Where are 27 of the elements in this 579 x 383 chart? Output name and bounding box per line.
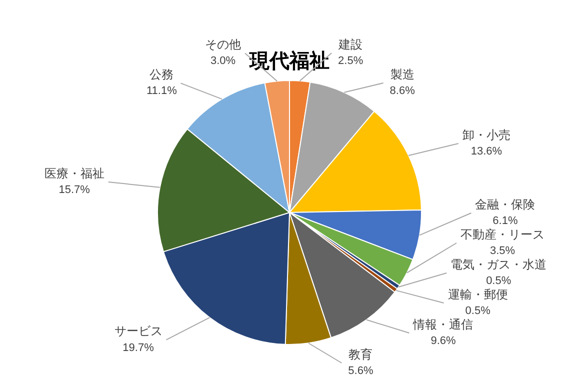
slice-label: 不動産・リース [460, 227, 544, 242]
data-label: 11.1% [146, 85, 178, 98]
slice-label: 製造 [390, 67, 414, 82]
data-label: 6.1% [492, 215, 518, 228]
slice-label: 教育 [348, 347, 373, 362]
slice-label: 医療・福祉 [44, 166, 104, 180]
data-label: 9.6% [430, 335, 456, 348]
slice-label: 金融・保険 [475, 197, 536, 212]
data-label: 0.5% [486, 275, 512, 288]
data-label: 5.6% [348, 365, 374, 378]
data-label: 0.5% [465, 305, 491, 318]
text: 現代福祉 [248, 50, 330, 73]
data-label: 2.5% [338, 55, 364, 68]
slice-label: 建設 [338, 37, 363, 52]
data-label: 15.7% [58, 184, 90, 196]
data-label: 3.0% [210, 55, 236, 68]
slice-label: その他 [205, 38, 242, 52]
data-label: 19.7% [122, 342, 154, 354]
slice-label: 運輸・郵便 [448, 287, 508, 302]
data-label: 8.6% [390, 85, 416, 98]
slice-label: 公務 [150, 68, 174, 82]
slice-label: サービス [114, 324, 162, 338]
data-label: 13.6% [470, 146, 502, 158]
slice-label: 情報・通信 [412, 317, 474, 332]
slice-label: 電気・ガス・水道 [450, 257, 547, 272]
data-label: 3.5% [490, 245, 516, 258]
slice-label: 卸・小売 [462, 128, 510, 142]
